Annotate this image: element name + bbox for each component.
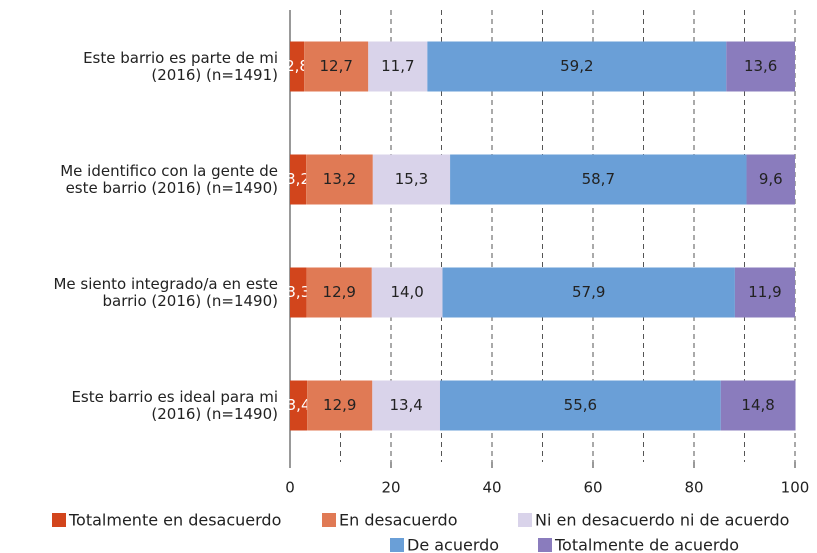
data-label: 12,7 [320,57,353,75]
x-tick-label: 80 [684,479,703,497]
bar-segment [450,154,747,205]
legend-label: Ni en desacuerdo ni de acuerdo [535,511,789,530]
bar-segment [372,154,451,205]
bar-segment [290,41,305,92]
bar-segment [368,41,428,92]
bar-segment [371,267,443,318]
bar-segment [746,154,795,205]
data-label: 13,4 [389,396,422,414]
x-tick-label: 100 [781,479,810,497]
legend-label: En desacuerdo [339,511,458,530]
bar-segment [442,267,735,318]
data-label: 15,3 [395,170,428,188]
data-label: 57,9 [572,283,605,301]
legend-swatch [322,513,336,527]
legend-label: De acuerdo [407,536,499,553]
category-label: Me siento integrado/a en este barrio (20… [53,274,278,310]
bar-segment [734,267,795,318]
bar-segment [290,380,308,431]
category-label: Este barrio es parte de mi (2016) (n=149… [83,48,278,84]
bar-segment [720,380,796,431]
bar-segment [290,154,307,205]
category-label: Este barrio es ideal para mi (2016) (n=1… [71,387,278,423]
bar-segment [439,380,721,431]
legend-swatch [390,538,404,552]
data-label: 11,7 [381,57,414,75]
bar-segment [304,41,369,92]
legend-swatch [538,538,552,552]
data-label: 14,0 [390,283,423,301]
data-label: 14,8 [741,396,774,414]
data-label: 55,6 [564,396,597,414]
data-label: 12,9 [323,283,356,301]
bar-segment [306,154,373,205]
legend-label: Totalmente de acuerdo [554,536,739,553]
category-label: Me identifico con la gente de este barri… [60,161,278,197]
legend-swatch [518,513,532,527]
data-label: 59,2 [560,57,593,75]
data-label: 3,2 [286,170,310,188]
data-label: 11,9 [748,283,781,301]
bar-segment [307,380,373,431]
bar-segment [306,267,372,318]
legend-label: Totalmente en desacuerdo [68,511,281,530]
data-label: 3,4 [287,396,311,414]
x-tick-label: 60 [583,479,602,497]
bar-segment [427,41,727,92]
legend-swatch [52,513,66,527]
data-label: 58,7 [582,170,615,188]
bar-segment [290,267,307,318]
bar-segment [372,380,440,431]
data-label: 9,6 [759,170,783,188]
data-label: 13,6 [744,57,777,75]
x-tick-label: 20 [381,479,400,497]
x-tick-label: 40 [482,479,501,497]
data-label: 2,8 [285,57,309,75]
bar-segment [726,41,795,92]
data-label: 13,2 [323,170,356,188]
data-label: 3,3 [286,283,310,301]
x-tick-label: 0 [285,479,295,497]
data-label: 12,9 [323,396,356,414]
